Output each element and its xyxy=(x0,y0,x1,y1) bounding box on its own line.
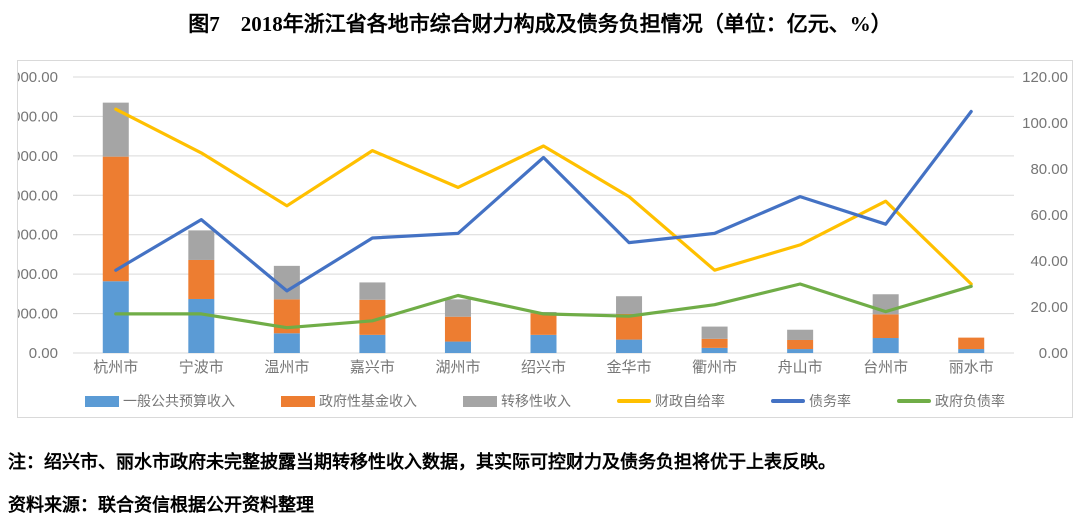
legend-item: 转移性收入 xyxy=(463,391,571,411)
bar-segment xyxy=(359,334,386,353)
bar-segment xyxy=(616,313,643,340)
bar-segment xyxy=(359,282,386,300)
bar-segment xyxy=(872,314,899,339)
legend-line-swatch xyxy=(617,399,651,403)
source-text: 资料来源：联合资信根据公开资料整理 xyxy=(8,495,314,515)
page-title: 图7 2018年浙江省各地市综合财力构成及债务负担情况（单位：亿元、%） xyxy=(188,12,892,36)
right-axis-tick: 80.00 xyxy=(1030,161,1068,178)
category-label: 丽水市 xyxy=(949,359,994,376)
legend-item: 一般公共预算收入 xyxy=(85,391,235,411)
category-label: 嘉兴市 xyxy=(350,359,395,376)
legend-item: 政府性基金收入 xyxy=(281,391,417,411)
legend-bar-swatch xyxy=(281,395,315,407)
category-label: 舟山市 xyxy=(778,359,823,376)
bar-segment xyxy=(958,337,985,350)
right-axis-tick: 120.00 xyxy=(1022,69,1068,86)
bar-segment xyxy=(188,259,215,299)
bar-segment xyxy=(530,334,557,353)
bar-segment xyxy=(616,296,643,314)
legend-item: 债务率 xyxy=(771,391,851,411)
legend-label: 一般公共预算收入 xyxy=(123,393,235,409)
bar-segment xyxy=(444,341,471,353)
bar-segment xyxy=(188,298,215,353)
legend-label: 转移性收入 xyxy=(501,393,571,409)
left-axis-tick: 5000.00 xyxy=(18,148,58,165)
category-label: 宁波市 xyxy=(179,359,224,376)
right-axis-tick: 20.00 xyxy=(1030,299,1068,316)
bar-segment xyxy=(102,281,129,353)
bar-segment xyxy=(530,313,557,335)
right-axis-tick: 60.00 xyxy=(1030,207,1068,224)
bar-segment xyxy=(701,326,728,339)
category-label: 台州市 xyxy=(863,359,908,376)
bar-segment xyxy=(787,349,814,353)
legend-line-swatch xyxy=(771,399,805,403)
right-axis-tick: 40.00 xyxy=(1030,253,1068,270)
category-label: 金华市 xyxy=(607,359,652,376)
legend-bar-swatch xyxy=(85,395,119,407)
left-axis-tick: 3000.00 xyxy=(18,227,58,244)
bar-segment xyxy=(872,338,899,353)
category-label: 杭州市 xyxy=(93,359,138,376)
category-label: 衢州市 xyxy=(692,359,737,376)
category-label: 温州市 xyxy=(264,359,309,376)
note-text: 注：绍兴市、丽水市政府未完整披露当期转移性收入数据，其实际可控财力及债务负担将优… xyxy=(8,452,836,472)
left-axis-tick: 0.00 xyxy=(29,345,58,362)
bar-segment xyxy=(787,329,814,340)
right-axis-tick: 0.00 xyxy=(1039,345,1068,362)
left-axis-tick: 4000.00 xyxy=(18,187,58,204)
bar-segment xyxy=(273,333,300,353)
legend-item: 财政自给率 xyxy=(617,391,725,411)
legend-bar-swatch xyxy=(463,395,497,407)
bar-segment xyxy=(701,338,728,348)
left-axis-tick: 1000.00 xyxy=(18,306,58,323)
legend-label: 财政自给率 xyxy=(655,393,725,409)
chart-canvas: 0.00 1000.00 2000.00 3000.00 4000.00 5000.00 6… xyxy=(18,69,1068,376)
legend-label: 政府性基金收入 xyxy=(319,393,417,409)
left-axis-tick: 6000.00 xyxy=(18,108,58,125)
bar-segment xyxy=(787,339,814,350)
category-label: 湖州市 xyxy=(435,359,480,376)
line-series xyxy=(114,107,973,286)
bar-segment xyxy=(444,316,471,342)
legend-label: 债务率 xyxy=(809,393,851,409)
bar-segment xyxy=(102,102,129,157)
right-axis-tick: 100.00 xyxy=(1022,115,1068,132)
left-axis-tick: 7000.00 xyxy=(18,69,58,86)
legend-item: 政府负债率 xyxy=(897,391,1005,411)
bar-segment xyxy=(188,230,215,260)
bar-segment xyxy=(701,347,728,353)
bar-segment xyxy=(958,349,985,353)
legend-label: 政府负债率 xyxy=(935,393,1005,409)
bar-segment xyxy=(444,299,471,317)
bar-segment xyxy=(616,339,643,353)
bar-segment xyxy=(102,156,129,282)
legend-line-swatch xyxy=(897,399,931,403)
line-series xyxy=(114,109,973,293)
chart-legend: 一般公共预算收入 政府性基金收入 转移性收入 财政自给率 债务率 政府负债率 xyxy=(18,391,1072,411)
chart-frame: 0.00 1000.00 2000.00 3000.00 4000.00 5000.00 6… xyxy=(17,60,1073,418)
category-label: 绍兴市 xyxy=(521,359,566,376)
left-axis-tick: 2000.00 xyxy=(18,266,58,283)
line-series xyxy=(114,282,973,330)
